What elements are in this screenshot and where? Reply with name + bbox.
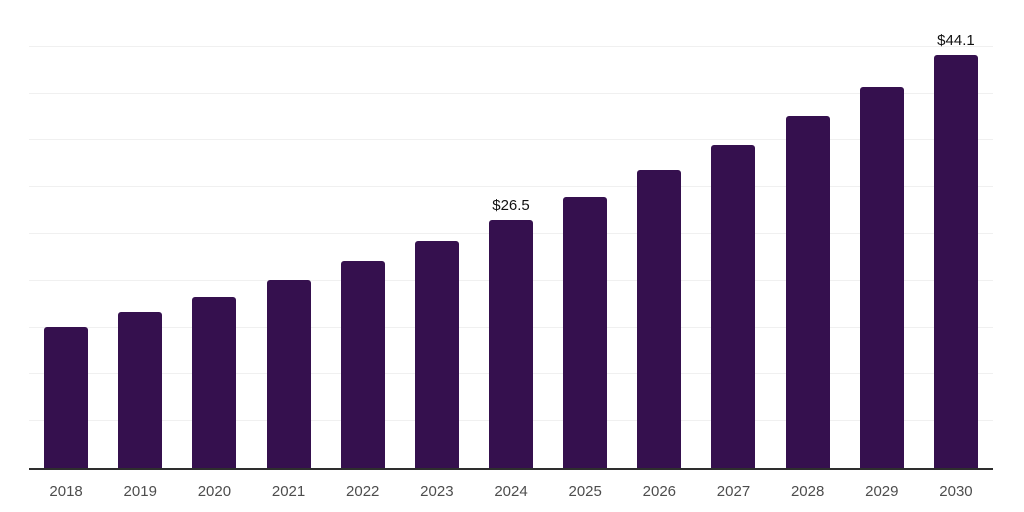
bar-slot-2022 — [326, 0, 400, 468]
plot-area: $26.5 $44.1 — [29, 0, 993, 470]
bar-slot-2023 — [400, 0, 474, 468]
gridline-40 — [29, 92, 993, 94]
x-tick-label-2020: 2020 — [197, 483, 232, 500]
x-tick-label-2029: 2029 — [865, 483, 899, 500]
x-tick-label-2023: 2023 — [420, 483, 454, 500]
bar-value-label-2030: $44.1 — [937, 32, 975, 50]
bar-2027 — [711, 145, 756, 468]
bar-2024 — [489, 220, 534, 468]
bar-slot-2021 — [251, 0, 325, 468]
bar-2018 — [44, 326, 89, 468]
bar-slot-2028 — [771, 0, 845, 468]
bar-slot-2020 — [177, 0, 251, 468]
bar-2021 — [266, 279, 311, 468]
x-tick-label-2019: 2019 — [123, 483, 157, 500]
x-tick-label-2030: 2030 — [939, 483, 973, 500]
bar-slot-2025 — [548, 0, 622, 468]
x-axis-line — [29, 468, 993, 470]
x-tick-label-2025: 2025 — [568, 483, 602, 500]
bar-slot-2024: $26.5 — [474, 0, 548, 468]
x-tick-label-2024: 2024 — [494, 483, 528, 500]
gridline-30 — [29, 186, 993, 188]
bar-2029 — [859, 87, 904, 468]
x-tick-label-2026: 2026 — [642, 483, 677, 500]
x-tick-label-2022: 2022 — [346, 483, 380, 500]
bar-2019 — [118, 311, 163, 468]
x-tick-label-2027: 2027 — [716, 483, 751, 500]
bar-slot-2030: $44.1 — [919, 0, 993, 468]
bar-2022 — [340, 261, 385, 468]
x-tick-label-2021: 2021 — [271, 483, 306, 500]
bar-2023 — [414, 240, 459, 468]
bar-2030 — [933, 55, 978, 468]
bars-row: $26.5 $44.1 — [29, 0, 993, 468]
bar-slot-2029 — [845, 0, 919, 468]
bar-value-label-2024: $26.5 — [492, 196, 530, 214]
x-tick-label-2028: 2028 — [790, 483, 825, 500]
gridline-45 — [29, 45, 993, 47]
x-tick-label-2018: 2018 — [49, 483, 83, 500]
bar-slot-2019 — [103, 0, 177, 468]
bar-slot-2018 — [29, 0, 103, 468]
bar-2020 — [192, 296, 237, 468]
bar-2028 — [785, 116, 830, 468]
x-axis-labels: 2018 2019 2020 2021 2022 2023 2024 2025 2026 2027… — [29, 470, 993, 499]
bar-2025 — [563, 196, 608, 468]
gridline-35 — [29, 139, 993, 141]
bar-slot-2026 — [622, 0, 696, 468]
bar-slot-2027 — [696, 0, 770, 468]
bar-2026 — [637, 170, 682, 468]
